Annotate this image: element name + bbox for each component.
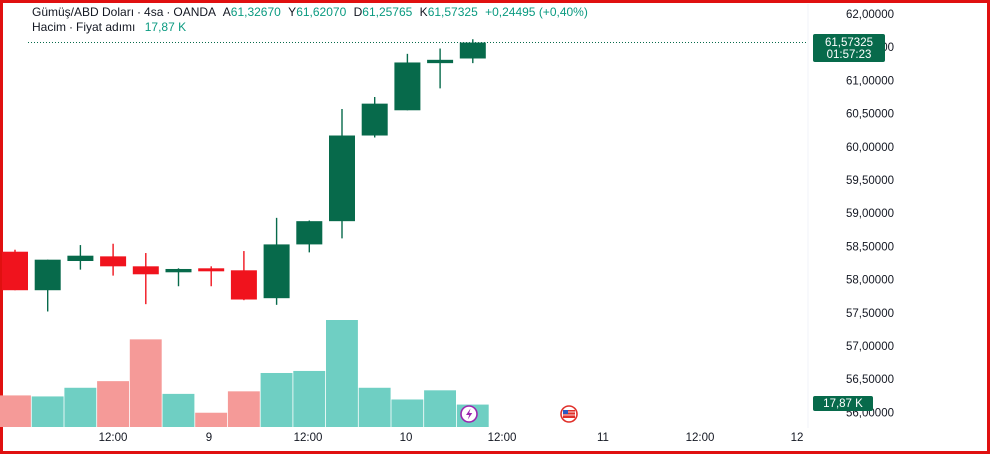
x-tick-label: 11 [597,432,609,444]
volume-badge-value: 17,87 K [823,398,863,410]
volume-bar[interactable] [227,391,260,427]
candle-body[interactable] [296,221,323,245]
y-tick-label: 58,00000 [846,275,894,287]
volume-bar[interactable] [391,399,424,427]
volume-bar[interactable] [260,372,293,427]
y-tick-label: 58,50000 [846,241,894,253]
candle-body[interactable] [394,62,421,111]
x-tick-label: 12:00 [99,432,128,444]
volume-bar[interactable] [162,393,195,427]
close-value: 61,57325 [427,5,478,19]
volume-bar[interactable] [195,412,228,427]
last-price-badge-price: 61,57325 [825,37,873,49]
candle-body[interactable] [263,244,290,299]
x-tick-label: 12:00 [294,432,323,444]
open-key: A [222,5,231,19]
low-value: 61,25765 [362,5,413,19]
volume-bar[interactable] [97,381,129,427]
volume-bar[interactable] [326,320,358,427]
x-tick-label: 12 [791,432,804,444]
volume-legend-value: 17,87 K [144,20,187,34]
high-value: 61,62070 [296,5,347,19]
candle-body[interactable] [427,59,454,64]
low-key: D [353,5,363,19]
interval-label[interactable]: 4sa [144,5,164,19]
x-tick-label: 9 [206,432,212,444]
symbol-legend-row: Gümüş/ABD Doları · 4sa · OANDA A61,32670 Y61… [32,5,588,19]
close-key: K [419,5,428,19]
candle-body[interactable] [459,42,486,59]
volume-badge [813,396,873,411]
candle-body[interactable] [132,266,159,275]
y-tick-label: 61,00000 [846,75,894,87]
x-tick-label: 12:00 [686,432,715,444]
lightning-glyph [466,408,473,420]
open-value: 61,32670 [230,5,281,19]
volume-bar[interactable] [64,387,97,427]
volume-bar[interactable] [358,387,391,427]
change-value: +0,24495 (+0,40%) [485,5,588,19]
volume-bar[interactable] [129,339,162,427]
x-tick-label: 12:00 [488,432,517,444]
candle-body[interactable] [361,103,388,136]
y-tick-label: 59,50000 [846,175,894,187]
high-key: Y [288,5,297,19]
x-tick-label: 10 [400,432,413,444]
symbol-name[interactable]: Gümüş/ABD Doları [32,5,135,19]
y-tick-label: 62,00000 [846,9,894,21]
candle-body[interactable] [165,268,192,273]
volume-bar[interactable] [31,396,64,427]
candle-body[interactable] [2,251,28,291]
candle-body[interactable] [329,135,355,222]
exchange-label: OANDA [173,5,216,19]
candle-body[interactable] [100,256,127,267]
chart-legend: Gümüş/ABD Doları · 4sa · OANDA A61,32670 Y61… [32,5,588,35]
last-price-badge [813,34,885,62]
y-tick-label: 60,00000 [846,142,894,154]
y-tick-label: 59,00000 [846,208,894,220]
candle-body[interactable] [67,255,94,262]
last-price-badge-countdown: 01:57:23 [827,49,872,61]
volume-bar[interactable] [424,390,456,427]
y-tick-label: 57,00000 [846,341,894,353]
volume-bar[interactable] [0,395,31,427]
volume-bar[interactable] [293,370,326,427]
candle-body[interactable] [34,259,61,291]
flag-glyph-base [563,410,575,418]
y-tick-label: 60,50000 [846,109,894,121]
volume-legend-row: Hacim · Fiyat adımı 17,87 K [32,20,187,34]
candle-body[interactable] [198,268,225,272]
flag-glyph-canton [563,410,568,414]
y-tick-label: 56,50000 [846,374,894,386]
y-tick-label: 57,50000 [846,308,894,320]
candle-body[interactable] [230,270,257,300]
volume-sublabel: Fiyat adımı [76,20,136,34]
volume-label[interactable]: Hacim [32,20,67,34]
